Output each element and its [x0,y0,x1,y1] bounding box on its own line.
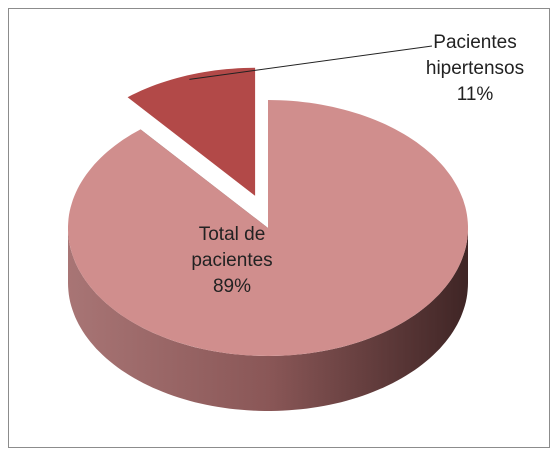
slice [127,67,256,196]
plot-frame [8,8,550,448]
leader-line [189,45,433,80]
slice-top [68,100,468,356]
slice-top [127,67,256,196]
value-label: 89% [212,276,252,297]
slice [68,100,468,411]
slice-side [68,228,468,411]
category-label: Pacientes hipertensos [425,32,525,79]
category-label: Total de pacientes [191,224,273,271]
slice-label: Pacientes hipertensos 11% [425,30,525,108]
value-label: 11% [456,84,494,105]
slice-label: Total de pacientes 89% [172,222,292,300]
